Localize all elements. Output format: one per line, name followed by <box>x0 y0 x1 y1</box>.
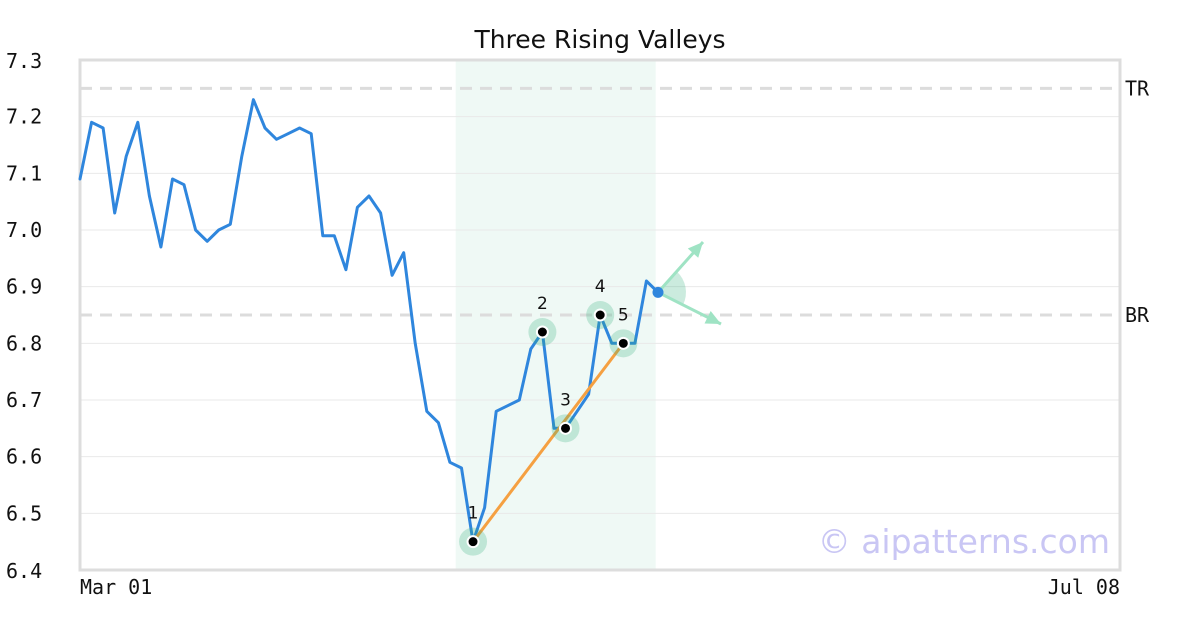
x-tick-label: Jul 08 <box>1048 575 1120 599</box>
x-ticks: Mar 01 Jul 08 <box>80 575 1120 599</box>
y-tick-label: 7.2 <box>6 105 42 129</box>
level-label: TR <box>1125 76 1150 100</box>
projection-sector <box>658 271 686 305</box>
grid-layer <box>80 116 1120 514</box>
x-tick-label: Mar 01 <box>80 575 152 599</box>
projection-up-arrowhead <box>687 242 703 258</box>
y-tick-label: 7.1 <box>6 161 42 185</box>
y-tick-label: 6.8 <box>6 331 42 355</box>
level-label: BR <box>1125 303 1150 327</box>
y-tick-label: 6.4 <box>6 559 42 583</box>
y-tick-label: 6.7 <box>6 388 42 412</box>
trend-line <box>471 341 625 544</box>
pattern-point-label: 2 <box>537 294 548 314</box>
pattern-layer: 1 2 3 45 <box>459 277 638 556</box>
plot-frame <box>78 58 1122 572</box>
y-ticks: 7.3 7.2 7.1 7.0 6.9 6.8 6.7 6.6 6.5 6.4 <box>6 49 42 583</box>
pattern-point-label: 5 <box>618 305 629 325</box>
pattern-point <box>559 421 573 435</box>
chart-title: Three Rising Valleys <box>473 25 725 54</box>
projection-layer <box>652 241 722 326</box>
watermark: © aipatterns.com <box>818 522 1110 561</box>
last-price-point <box>652 286 664 298</box>
y-tick-label: 7.3 <box>6 49 42 73</box>
pattern-point <box>593 308 607 322</box>
projection-down-arrowhead <box>704 311 721 324</box>
pattern-point-label: 1 <box>468 504 479 524</box>
pattern-point-label: 4 <box>595 277 606 297</box>
pattern-point <box>535 325 549 339</box>
y-tick-label: 6.5 <box>6 501 42 525</box>
pattern-point-label: 3 <box>560 390 571 410</box>
y-tick-label: 7.0 <box>6 218 42 242</box>
y-tick-label: 6.6 <box>6 445 42 469</box>
pattern-point <box>616 336 630 350</box>
pattern-point <box>466 535 480 549</box>
y-tick-label: 6.9 <box>6 275 42 299</box>
